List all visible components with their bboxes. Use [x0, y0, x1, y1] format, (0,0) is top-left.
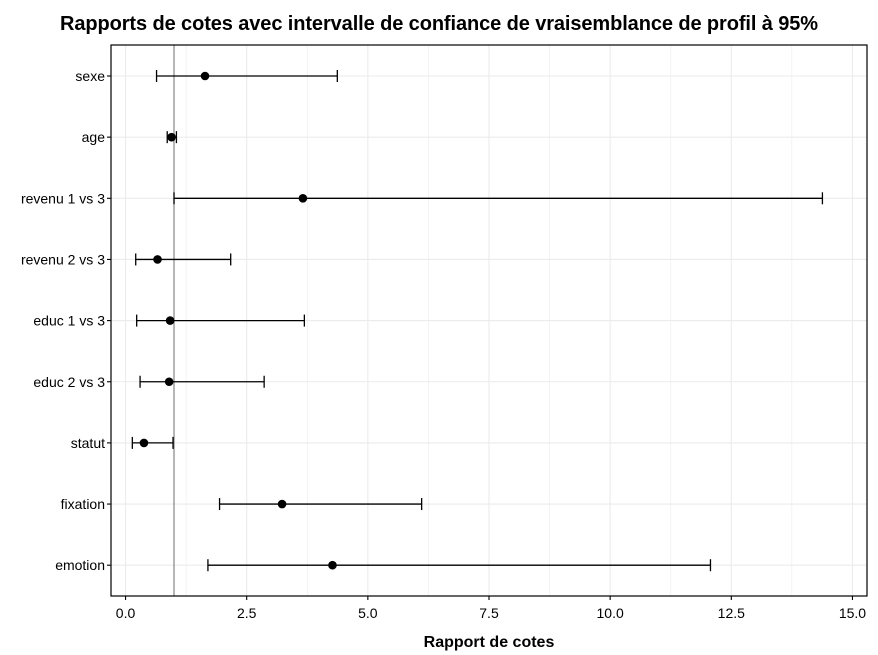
- y-tick-label: statut: [71, 435, 105, 451]
- x-tick-label: 15.0: [839, 605, 866, 621]
- x-tick-label: 0.0: [116, 605, 136, 621]
- x-tick-label: 7.5: [479, 605, 499, 621]
- y-tick-label: educ 2 vs 3: [33, 374, 105, 390]
- estimate-point: [165, 316, 175, 325]
- x-tick-label: 2.5: [237, 605, 257, 621]
- x-axis-title: Rapport de cotes: [424, 634, 555, 651]
- y-tick-label: revenu 2 vs 3: [21, 251, 105, 267]
- estimate-point: [164, 377, 174, 387]
- error-bars: [131, 70, 824, 572]
- y-tick-label: age: [82, 129, 106, 145]
- estimate-point: [277, 499, 287, 509]
- y-tick-label: educ 1 vs 3: [33, 313, 105, 329]
- y-tick-label: fixation: [61, 496, 105, 512]
- estimate-point: [139, 438, 149, 448]
- estimate-point: [167, 132, 176, 142]
- x-tick-label: 5.0: [358, 605, 378, 621]
- estimate-point: [328, 560, 337, 570]
- chart-title: Rapports de cotes avec intervalle de con…: [60, 13, 818, 35]
- estimate-point: [298, 194, 308, 203]
- x-axis: 0.0 2.5 5.0 7.5 10.0 12.5 15.0: [116, 596, 866, 621]
- x-tick-label: 10.0: [597, 605, 624, 621]
- y-tick-label: emotion: [55, 557, 105, 573]
- estimate-point: [200, 71, 210, 81]
- y-axis: sexe age revenu 1 vs 3 revenu 2 vs 3 educ 1 …: [21, 68, 111, 573]
- y-tick-label: revenu 1 vs 3: [21, 190, 105, 206]
- x-tick-label: 12.5: [718, 605, 745, 621]
- point-estimates: [139, 71, 337, 570]
- y-tick-label: sexe: [75, 68, 105, 84]
- estimate-point: [153, 255, 162, 264]
